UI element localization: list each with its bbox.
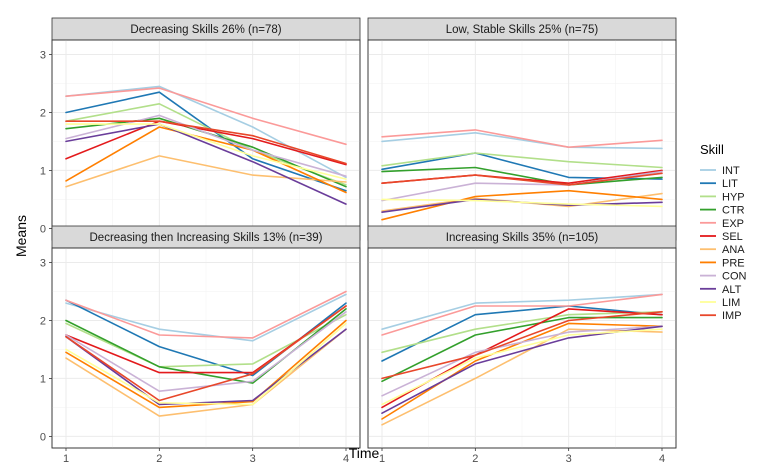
- legend-label-con: CON: [722, 271, 747, 283]
- legend-label-hyp: HYP: [722, 191, 745, 203]
- legend-title: Skill: [700, 142, 724, 157]
- series-line-con: [381, 170, 663, 202]
- y-tick-label: 2: [40, 315, 46, 327]
- series-line-imp: [381, 310, 663, 380]
- series-line-lit: [65, 91, 347, 192]
- panel-title: Decreasing Skills 26% (n=78): [130, 24, 281, 36]
- x-tick-label: 2: [472, 453, 478, 465]
- x-tick-label: 1: [379, 453, 385, 465]
- x-tick-label: 3: [566, 453, 572, 465]
- panel-3: Decreasing then Increasing Skills 13% (n…: [40, 225, 361, 465]
- legend-label-alt: ALT: [722, 284, 742, 296]
- series-line-imp: [65, 305, 347, 402]
- series-line-pre: [65, 319, 347, 409]
- y-tick-label: 3: [40, 257, 46, 269]
- series-line-int: [65, 293, 347, 342]
- x-tick-label: 1: [63, 453, 69, 465]
- legend-label-imp: IMP: [722, 310, 742, 322]
- y-tick-label: 0: [40, 223, 46, 235]
- legend-label-lim: LIM: [722, 297, 740, 309]
- series-line-con: [65, 310, 347, 393]
- panel-title: Increasing Skills 35% (n=105): [446, 232, 599, 244]
- y-tick-label: 3: [40, 49, 46, 61]
- series-line-con: [65, 114, 347, 177]
- series-line-hyp: [381, 310, 663, 354]
- legend-label-lit: LIT: [722, 178, 738, 190]
- series-line-ctr: [381, 166, 663, 186]
- y-tick-label: 2: [40, 107, 46, 119]
- series-line-exp: [381, 129, 663, 148]
- series-line-ana: [65, 328, 347, 417]
- series-line-imp: [65, 120, 347, 165]
- series-line-lim: [65, 322, 347, 406]
- y-tick-label: 0: [40, 431, 46, 443]
- series-line-ctr: [381, 316, 663, 383]
- panel-1: Decreasing Skills 26% (n=78) 0 1 2 3: [40, 17, 361, 241]
- panel-4: Increasing Skills 35% (n=105) 1 2 3 4: [367, 225, 677, 465]
- legend-label-ana: ANA: [722, 244, 745, 256]
- legend-label-ctr: CTR: [722, 205, 745, 217]
- y-axis-title: Means: [13, 215, 29, 257]
- series-line-exp: [65, 87, 347, 146]
- legend-label-pre: PRE: [722, 257, 745, 269]
- series-line-lim: [381, 198, 663, 208]
- series-line-int: [381, 293, 663, 331]
- series-line-exp: [65, 290, 347, 339]
- series-line-pre: [381, 189, 663, 221]
- series-line-lit: [381, 305, 663, 362]
- legend-label-exp: EXP: [722, 218, 744, 230]
- series-line-hyp: [381, 152, 663, 169]
- y-tick-label: 1: [40, 165, 46, 177]
- series-line-exp: [381, 293, 663, 336]
- series-line-lim: [381, 328, 663, 406]
- series-line-imp: [381, 172, 663, 186]
- panel-2: Low, Stable Skills 25% (n=75): [367, 17, 677, 241]
- series-line-pre: [65, 126, 347, 194]
- series-line-ana: [65, 155, 347, 188]
- series-line-con: [381, 325, 663, 397]
- series-line-alt: [65, 123, 347, 205]
- panel-title: Low, Stable Skills 25% (n=75): [446, 24, 599, 36]
- x-tick-label: 3: [250, 453, 256, 465]
- panel-title: Decreasing then Increasing Skills 13% (n…: [90, 232, 323, 244]
- x-tick-label: 4: [659, 453, 665, 465]
- y-tick-label: 1: [40, 373, 46, 385]
- series-line-lim: [65, 123, 347, 180]
- plot-frame: [51, 247, 361, 449]
- series-line-ana: [381, 328, 663, 426]
- legend-label-int: INT: [722, 165, 740, 177]
- series-line-sel: [65, 120, 347, 166]
- plot-frame: [367, 247, 677, 449]
- series-line-int: [381, 132, 663, 150]
- x-tick-label: 2: [156, 453, 162, 465]
- x-tick-label: 4: [343, 453, 349, 465]
- legend-label-sel: SEL: [722, 231, 743, 243]
- panels-layer: Decreasing Skills 26% (n=78) 0 1 2 3 Low, Sta…: [40, 17, 677, 465]
- x-axis-title: Time: [349, 445, 380, 461]
